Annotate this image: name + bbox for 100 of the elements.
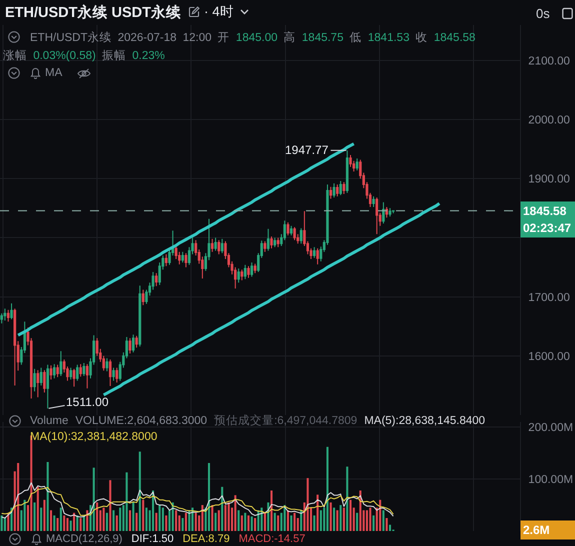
- candlestick: [0, 312, 3, 324]
- bar: [63, 515, 66, 531]
- candlestick: [108, 358, 112, 387]
- bar: [214, 512, 217, 531]
- bar: [116, 515, 118, 531]
- bar: [145, 508, 148, 531]
- bar: [46, 462, 49, 531]
- bar: [182, 518, 184, 531]
- bar: [34, 502, 36, 531]
- candlestick: [274, 237, 276, 248]
- bar: [162, 508, 164, 531]
- bar: [349, 500, 352, 531]
- candlestick: [112, 367, 115, 382]
- bar: [60, 508, 62, 531]
- bar: [76, 515, 78, 531]
- candlestick: [349, 154, 352, 168]
- bar: [240, 515, 243, 531]
- candlestick: [138, 285, 142, 347]
- candlestick: [43, 370, 46, 394]
- bar: [300, 510, 302, 531]
- candlestick: [50, 364, 52, 380]
- bar: [53, 515, 56, 531]
- candlestick: [247, 266, 250, 278]
- candlestick: [313, 246, 316, 258]
- candlestick: [46, 364, 50, 409]
- bar: [346, 466, 348, 531]
- bar: [333, 508, 336, 531]
- candlestick: [72, 368, 76, 388]
- bar: [208, 463, 210, 531]
- candlestick: [346, 150, 349, 194]
- candlestick: [332, 182, 336, 198]
- annotation: VOLUME:2,604,683.3000: [75, 414, 208, 428]
- line-series: [102, 202, 441, 396]
- candlestick: [60, 350, 62, 376]
- bar: [277, 515, 280, 531]
- bar: [201, 505, 204, 531]
- bar: [36, 486, 39, 531]
- candlestick: [40, 367, 42, 386]
- annotation: 1511.00: [66, 395, 109, 409]
- candlestick: [254, 263, 256, 274]
- candlestick: [372, 196, 375, 208]
- candlestick: [210, 238, 214, 252]
- candlestick: [356, 158, 358, 171]
- candlestick: [293, 226, 296, 241]
- bar: [379, 500, 382, 531]
- line-series: [16, 142, 356, 337]
- bar: [218, 510, 220, 531]
- bar: [136, 512, 138, 531]
- bar: [247, 515, 250, 531]
- bar: [330, 502, 332, 531]
- bar: [326, 446, 328, 531]
- text: MACD:-14.57: [238, 532, 306, 544]
- bar: [188, 510, 190, 531]
- candlestick: [56, 364, 59, 378]
- candlestick: [6, 309, 10, 322]
- bar: [386, 518, 388, 531]
- candlestick: [266, 228, 270, 252]
- bar: [102, 508, 105, 531]
- bar: [244, 512, 246, 531]
- annotation: 涨幅 0.03%(0.58) 振幅 0.23%: [3, 50, 165, 62]
- y-tick-label: 200.00M: [528, 422, 574, 434]
- bar: [73, 512, 76, 531]
- candlestick: [33, 368, 36, 392]
- bar: [294, 512, 296, 531]
- bar: [82, 516, 85, 531]
- bar: [221, 486, 224, 531]
- bar: [138, 452, 141, 531]
- candlestick: [53, 364, 56, 379]
- candlestick: [36, 370, 40, 398]
- text: DEA:8.79: [182, 532, 230, 544]
- candlestick: [290, 225, 293, 236]
- bar: [165, 515, 168, 531]
- bar: [175, 510, 178, 531]
- candlestick: [388, 208, 392, 217]
- bar: [254, 518, 256, 531]
- bar: [158, 505, 161, 531]
- candlestick: [184, 252, 188, 268]
- candlestick: [76, 364, 79, 382]
- y-tick-label: 1900.00: [528, 174, 570, 186]
- bar: [43, 500, 46, 531]
- candlestick: [116, 367, 118, 383]
- bar: [366, 510, 368, 531]
- bar: [372, 515, 375, 531]
- bar: [306, 478, 309, 531]
- bar: [70, 520, 72, 531]
- bar: [0, 515, 3, 531]
- bar: [192, 508, 194, 531]
- candlestick: [178, 251, 181, 265]
- bar: [342, 508, 345, 531]
- text: 0s: [536, 6, 550, 20]
- ref-line-label: 1845.58: [523, 204, 567, 218]
- candlestick: [300, 228, 302, 244]
- candlestick: [155, 272, 158, 287]
- bar: [211, 505, 214, 531]
- bar: [316, 494, 319, 531]
- candlestick: [329, 186, 332, 200]
- candlestick: [382, 202, 385, 224]
- bar: [142, 500, 144, 531]
- candlestick: [237, 268, 240, 284]
- candlestick: [270, 236, 273, 249]
